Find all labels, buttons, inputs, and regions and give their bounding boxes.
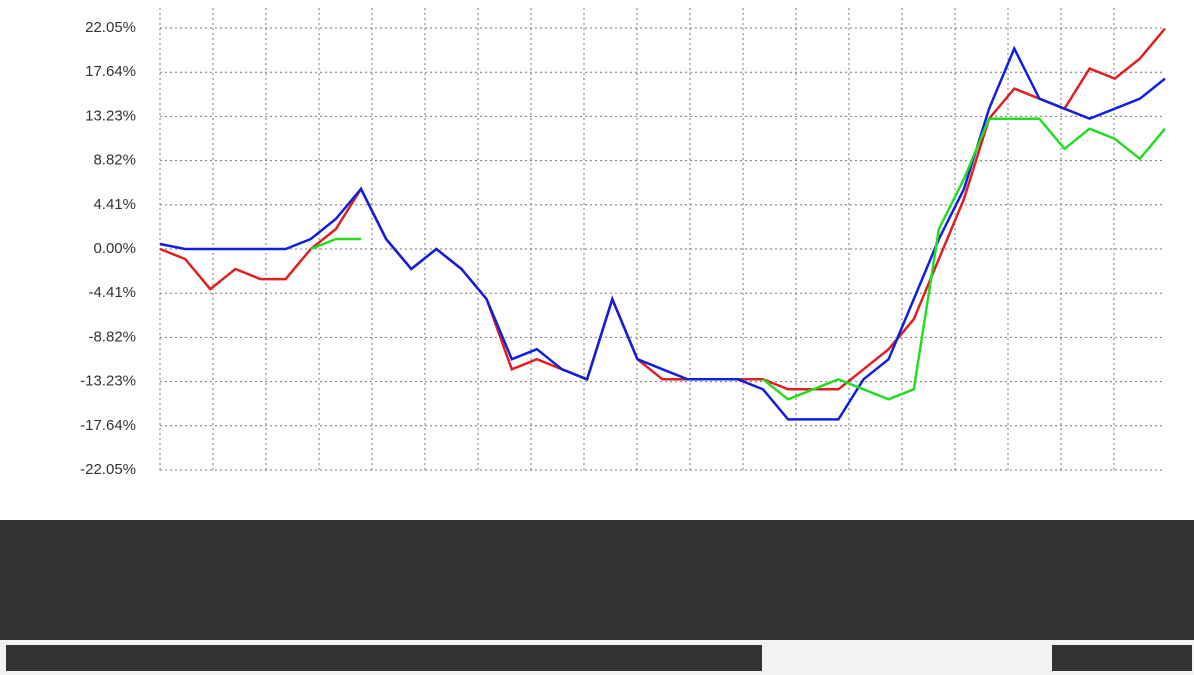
y-tick-label: 17.64% (85, 63, 136, 80)
y-tick-label: 22.05% (85, 19, 136, 36)
legend-box (6, 645, 762, 671)
y-tick-label: 8.82% (93, 152, 136, 169)
axis-band (0, 520, 1194, 640)
y-tick-label: -4.41% (88, 284, 136, 301)
y-tick-label: 13.23% (85, 107, 136, 124)
y-tick-label: 4.41% (93, 196, 136, 213)
plot-background (0, 0, 1194, 520)
chart: 22.05% 17.64% 13.23% 8.82% 4.41% 0.00% -4.41% -… (0, 0, 1194, 675)
legend-box (1052, 645, 1192, 671)
y-tick-label: -13.23% (80, 373, 136, 390)
y-tick-label: -17.64% (80, 417, 136, 434)
y-tick-label: -8.82% (88, 328, 136, 345)
y-tick-label: 0.00% (93, 240, 136, 257)
y-tick-label: -22.05% (80, 461, 136, 478)
